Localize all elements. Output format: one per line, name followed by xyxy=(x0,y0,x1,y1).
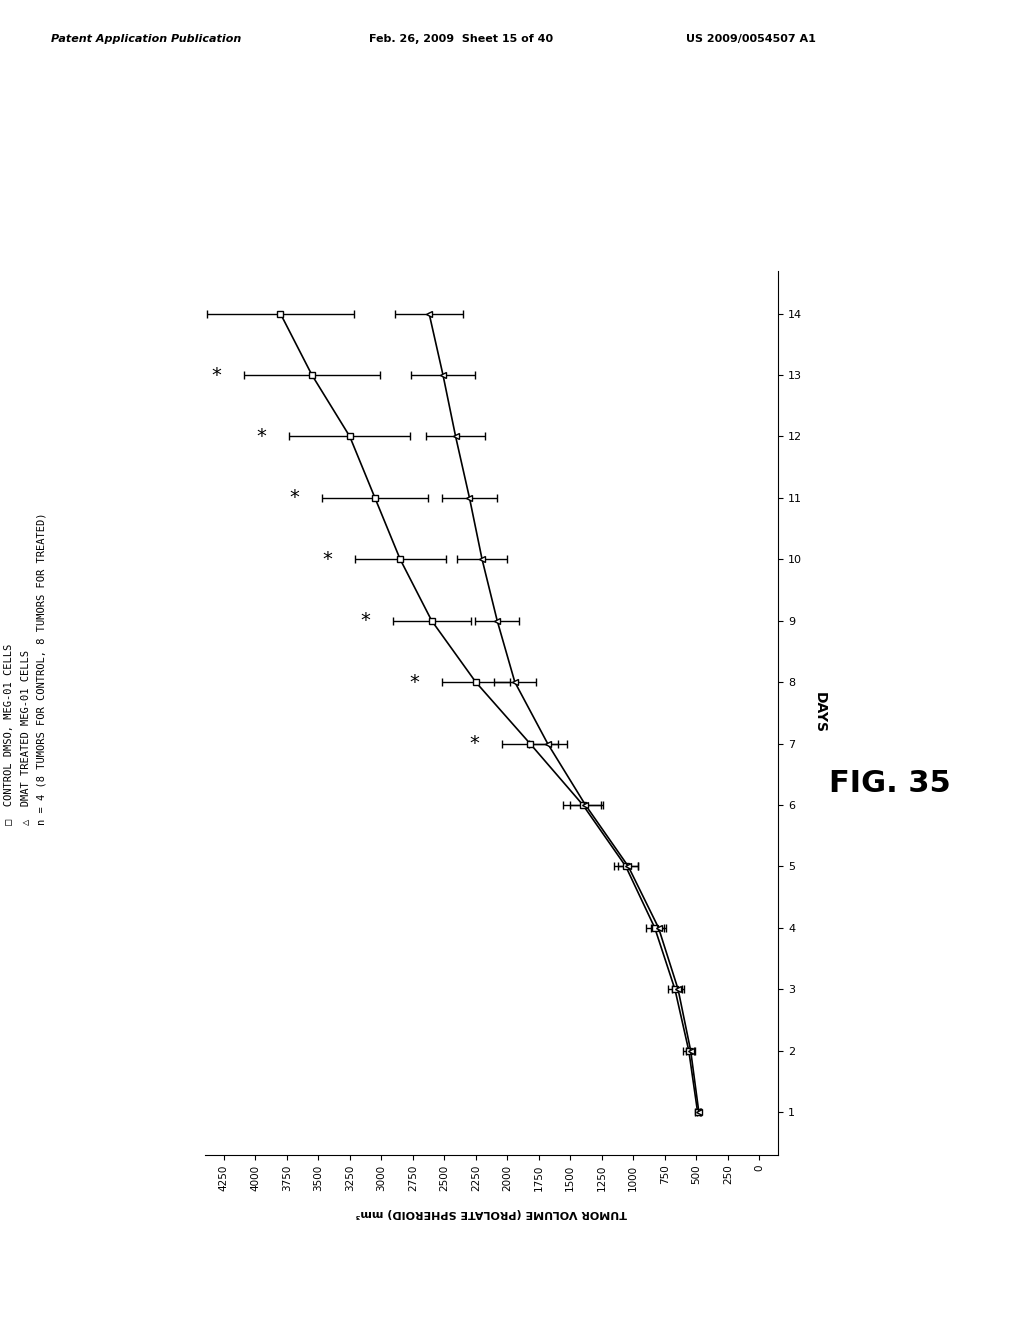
Text: US 2009/0054507 A1: US 2009/0054507 A1 xyxy=(686,34,816,45)
Y-axis label: DAYS: DAYS xyxy=(813,692,827,734)
Text: *: * xyxy=(290,488,299,507)
Text: Feb. 26, 2009  Sheet 15 of 40: Feb. 26, 2009 Sheet 15 of 40 xyxy=(369,34,553,45)
Text: *: * xyxy=(323,549,332,569)
Text: FIG. 35: FIG. 35 xyxy=(829,770,951,799)
Text: □  CONTROL DMSO, MEG-01 CELLS
△  DMAT TREATED MEG-01 CELLS
n = 4 (8 TUMORS FOR C: □ CONTROL DMSO, MEG-01 CELLS △ DMAT TREA… xyxy=(4,512,47,825)
Text: TUMOR VOLUME (PROLATE SPHEROID) mm³: TUMOR VOLUME (PROLATE SPHEROID) mm³ xyxy=(355,1208,628,1218)
Text: Patent Application Publication: Patent Application Publication xyxy=(51,34,242,45)
Text: *: * xyxy=(470,734,479,752)
Text: *: * xyxy=(409,673,419,692)
Text: *: * xyxy=(359,611,370,630)
Text: *: * xyxy=(211,366,221,384)
Text: *: * xyxy=(257,426,266,446)
